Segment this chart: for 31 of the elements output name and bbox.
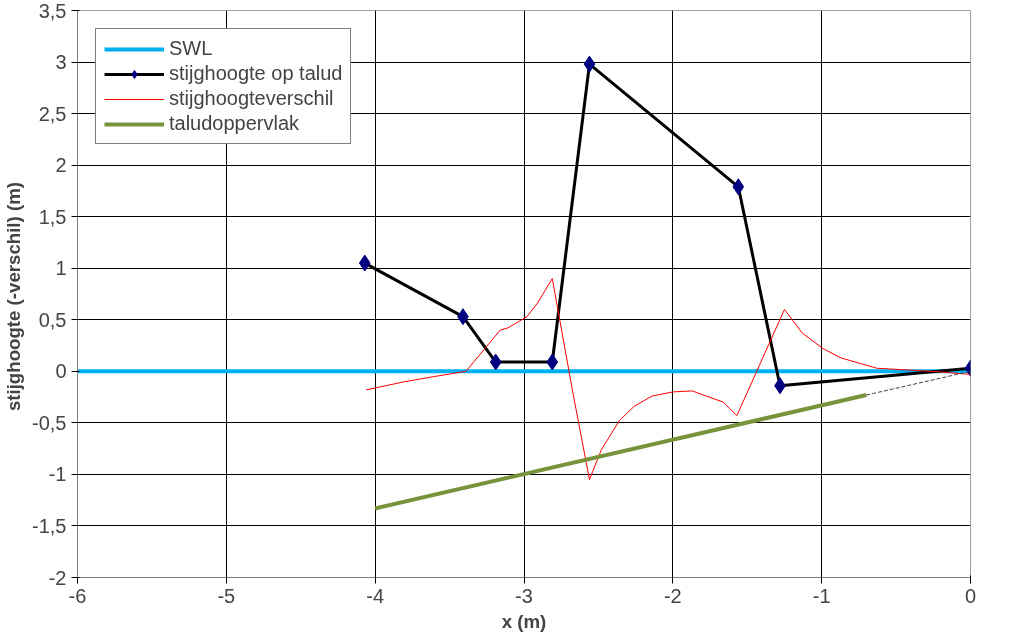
y-axis-title: stijghoogte (-verschil) (m) bbox=[3, 182, 25, 412]
line-series bbox=[365, 278, 971, 481]
point bbox=[732, 178, 745, 196]
x-tick-label: -3 bbox=[515, 584, 533, 607]
y-tick-label: -1 bbox=[48, 463, 67, 486]
y-tick-label: 0,5 bbox=[38, 308, 67, 331]
y-tick-label: 0 bbox=[55, 360, 67, 383]
x-tick-label: -2 bbox=[663, 584, 682, 607]
x-tick-label: -6 bbox=[68, 584, 87, 607]
y-tick-label: 3 bbox=[55, 51, 67, 74]
point bbox=[546, 353, 559, 371]
legend-label: taludoppervlak bbox=[169, 112, 300, 135]
y-tick-label: -0,5 bbox=[32, 411, 67, 434]
y-tick-label: 3,5 bbox=[38, 0, 67, 22]
x-tick-label: -5 bbox=[217, 584, 236, 607]
point bbox=[583, 55, 596, 73]
point bbox=[489, 353, 502, 371]
x-tick-label: 0 bbox=[964, 584, 977, 607]
point bbox=[358, 254, 371, 272]
y-tick-label: -1,5 bbox=[32, 514, 67, 537]
legend-label: stijghoogteverschil bbox=[169, 87, 334, 110]
y-tick-label: -2 bbox=[48, 566, 67, 589]
y-tick-label: 2,5 bbox=[38, 102, 67, 125]
x-axis-title: x (m) bbox=[501, 610, 547, 632]
legend-label: SWL bbox=[169, 37, 213, 60]
x-tick-label: -4 bbox=[366, 584, 385, 607]
y-tick-label: 1 bbox=[55, 257, 67, 280]
x-tick-label: -1 bbox=[812, 584, 831, 607]
y-tick-label: 2 bbox=[55, 154, 67, 177]
y-tick-label: 1,5 bbox=[38, 205, 67, 228]
legend-label: stijghoogte op talud bbox=[169, 62, 343, 85]
